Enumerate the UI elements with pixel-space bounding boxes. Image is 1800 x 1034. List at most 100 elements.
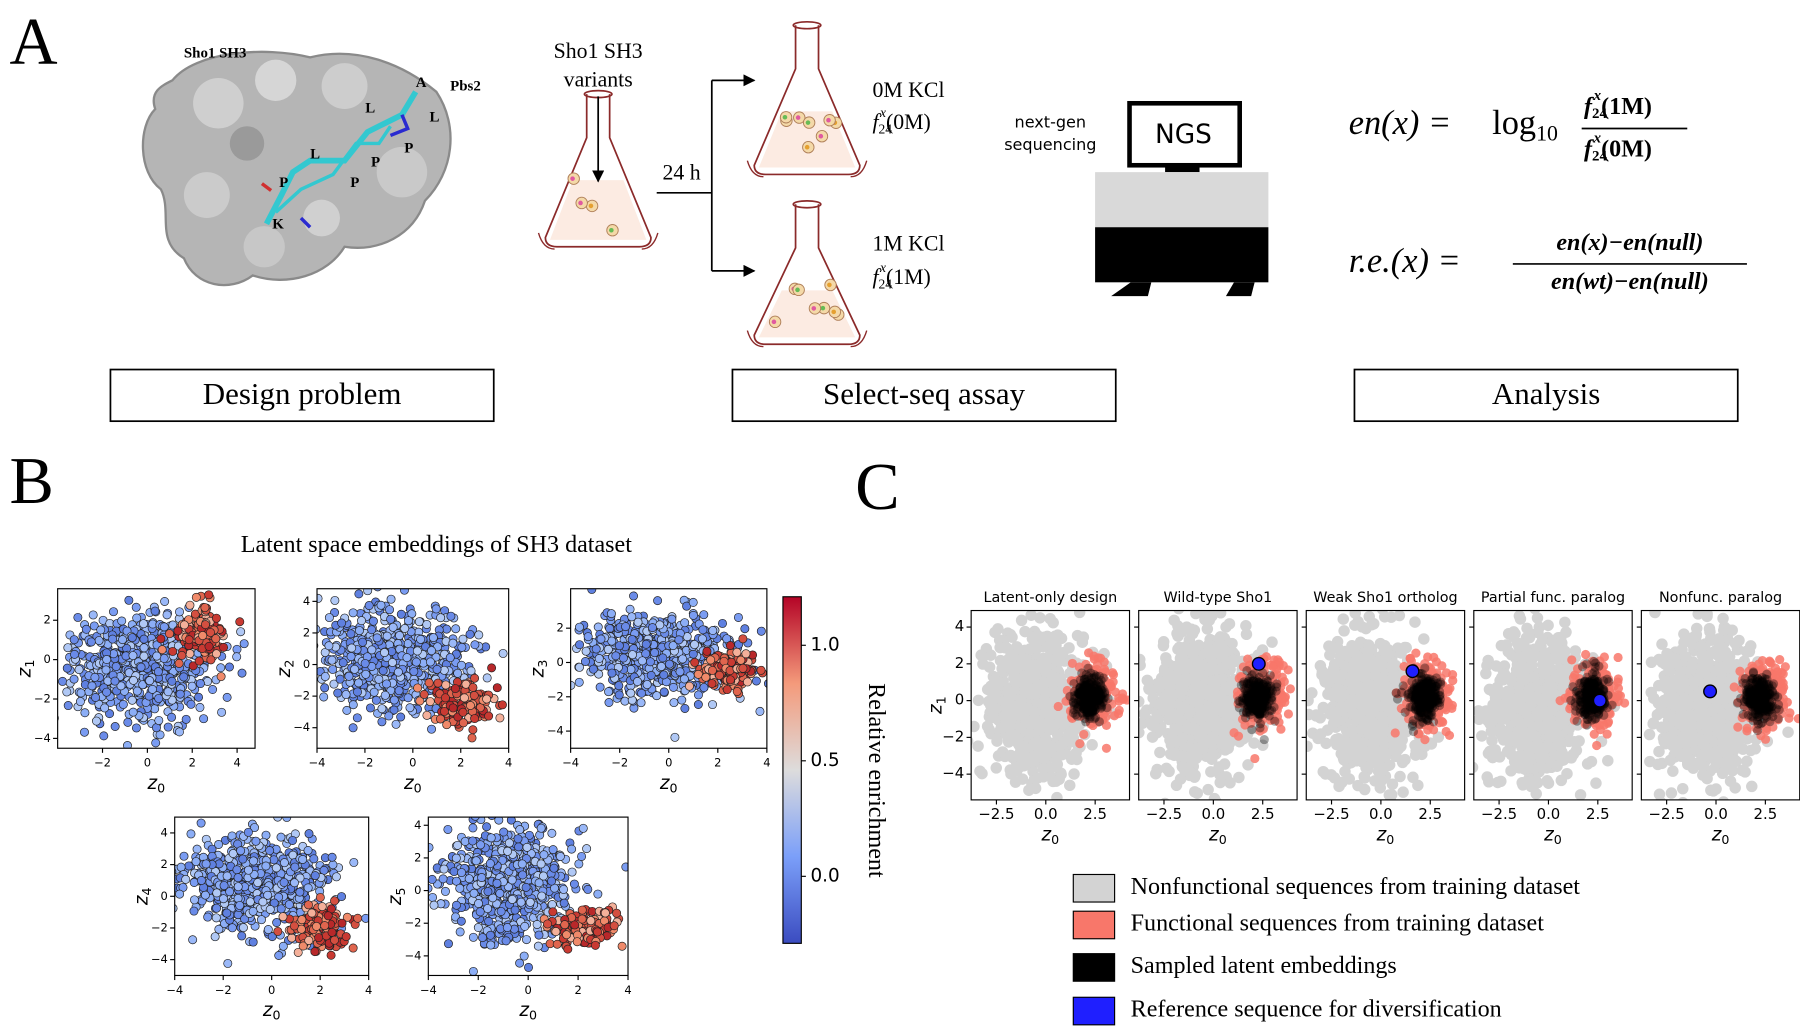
point-cloud bbox=[409, 748, 630, 986]
x-tick-label: 0 bbox=[665, 756, 672, 770]
subscript: 3 bbox=[535, 660, 550, 668]
x-tick-label: 2 bbox=[317, 983, 324, 997]
y-tick-label: 2 bbox=[303, 625, 310, 639]
point-cloud bbox=[73, 804, 390, 968]
subscript: 0 bbox=[157, 780, 165, 795]
x-tick-label: 4 bbox=[233, 756, 240, 770]
subplot-title: Weak Sho1 ortholog bbox=[1313, 590, 1457, 606]
x-tick-label: −2 bbox=[470, 983, 487, 997]
cell-nucleus bbox=[826, 118, 831, 123]
x-axis-label: z0 bbox=[262, 1000, 281, 1022]
reference-point bbox=[1252, 658, 1265, 671]
y-tick-label: −2 bbox=[942, 727, 964, 745]
x-tick-label: 2.5 bbox=[1418, 805, 1442, 823]
subscript: 2 bbox=[281, 660, 296, 668]
x-tick-label: −4 bbox=[166, 983, 183, 997]
y-tick-label: 2 bbox=[955, 654, 964, 672]
panel-title: Latent space embeddings of SH3 dataset bbox=[241, 532, 632, 558]
cell-nucleus bbox=[796, 115, 801, 120]
subplot-title: Wild-type Sho1 bbox=[1164, 590, 1273, 606]
x-tick-label: −2.5 bbox=[978, 805, 1014, 823]
flask-rim bbox=[793, 201, 821, 208]
y-axis-label: z2 bbox=[274, 660, 296, 679]
x-tick-label: 4 bbox=[365, 983, 372, 997]
cell-nucleus bbox=[772, 320, 777, 325]
residue-label: P bbox=[404, 141, 413, 157]
x-tick-label: 0 bbox=[144, 756, 151, 770]
step-label: Select-seq assay bbox=[823, 376, 1026, 411]
x-axis-label: z0 bbox=[1041, 824, 1060, 846]
assay-input: Sho1 SH3 bbox=[554, 39, 643, 63]
point-cloud bbox=[1459, 575, 1648, 801]
protein-structure bbox=[143, 52, 451, 285]
cell-nucleus bbox=[578, 201, 583, 206]
x-tick-label: 4 bbox=[505, 756, 512, 770]
step-label: Analysis bbox=[1492, 376, 1600, 411]
subscript: 0 bbox=[670, 780, 678, 795]
x-tick-label: 2 bbox=[714, 756, 721, 770]
cell-nucleus bbox=[805, 145, 810, 150]
subscript: 1 bbox=[933, 696, 948, 704]
subplot-title: Latent-only design bbox=[983, 590, 1117, 606]
x-tick-label: 2.5 bbox=[1754, 805, 1778, 823]
condition-frequency: f24x(0M) bbox=[872, 105, 930, 136]
x-axis-label: z0 bbox=[1376, 824, 1395, 846]
x-axis-label: z0 bbox=[1711, 824, 1730, 846]
symbol: z bbox=[1041, 824, 1052, 845]
x-axis-label: z0 bbox=[1208, 824, 1227, 846]
subscript: 0 bbox=[1219, 832, 1227, 847]
y-tick-label: 4 bbox=[303, 594, 310, 608]
residue-label: L bbox=[310, 146, 320, 162]
panel-label: C bbox=[855, 451, 899, 524]
legend-label: Sampled latent embeddings bbox=[1131, 953, 1397, 979]
symbol: z bbox=[147, 773, 158, 794]
x-tick-label: 2 bbox=[574, 983, 581, 997]
symbol: z bbox=[1376, 824, 1387, 845]
formula-denominator: f24x(0M) bbox=[1584, 131, 1652, 165]
colorbar bbox=[783, 597, 801, 944]
cell-nucleus bbox=[589, 204, 594, 209]
x-tick-label: −2.5 bbox=[1146, 805, 1182, 823]
y-tick-label: 2 bbox=[161, 857, 168, 871]
residue-label: P bbox=[279, 175, 288, 191]
x-tick-label: 0.0 bbox=[1201, 805, 1225, 823]
x-axis-label: z0 bbox=[1543, 824, 1562, 846]
x-tick-label: 2 bbox=[189, 756, 196, 770]
cell-nucleus bbox=[819, 134, 824, 139]
y-tick-label: −2 bbox=[34, 692, 51, 706]
legend-swatch bbox=[1073, 954, 1114, 982]
residue-label: A bbox=[416, 75, 427, 91]
subscript: 0 bbox=[1051, 832, 1059, 847]
y-axis-label: z5 bbox=[385, 887, 407, 906]
y-tick-label: 2 bbox=[556, 621, 563, 635]
cell-nucleus bbox=[783, 115, 788, 120]
y-tick-label: −4 bbox=[293, 720, 310, 734]
symbol: z bbox=[15, 667, 36, 678]
x-tick-label: 0.0 bbox=[1034, 805, 1058, 823]
x-tick-label: −2 bbox=[215, 983, 232, 997]
cell-nucleus bbox=[570, 176, 575, 181]
protein-name: Sho1 SH3 bbox=[184, 45, 247, 61]
x-tick-label: 2 bbox=[457, 756, 464, 770]
panel-label: B bbox=[9, 445, 53, 518]
argument: (0M) bbox=[886, 110, 931, 134]
formula-func: log10 bbox=[1492, 104, 1558, 145]
y-tick-label: −4 bbox=[151, 952, 168, 966]
y-tick-label: 0 bbox=[161, 889, 168, 903]
cell-nucleus bbox=[609, 228, 614, 233]
flask-liquid bbox=[550, 180, 646, 240]
legend-label: Nonfunctional sequences from training da… bbox=[1131, 874, 1581, 900]
x-tick-label: −2 bbox=[356, 756, 373, 770]
symbol: z bbox=[262, 1000, 273, 1021]
x-tick-label: 0.0 bbox=[1704, 805, 1728, 823]
cell-nucleus bbox=[811, 306, 816, 311]
symbol: z bbox=[528, 667, 549, 678]
x-tick-label: 4 bbox=[624, 983, 631, 997]
x-tick-label: 0.0 bbox=[1369, 805, 1393, 823]
formula-lhs: r.e.(x) = bbox=[1349, 242, 1461, 280]
superscript: x bbox=[879, 105, 886, 120]
y-tick-label: 0 bbox=[303, 657, 310, 671]
y-tick-label: 0 bbox=[43, 652, 50, 666]
x-tick-label: 0 bbox=[525, 983, 532, 997]
